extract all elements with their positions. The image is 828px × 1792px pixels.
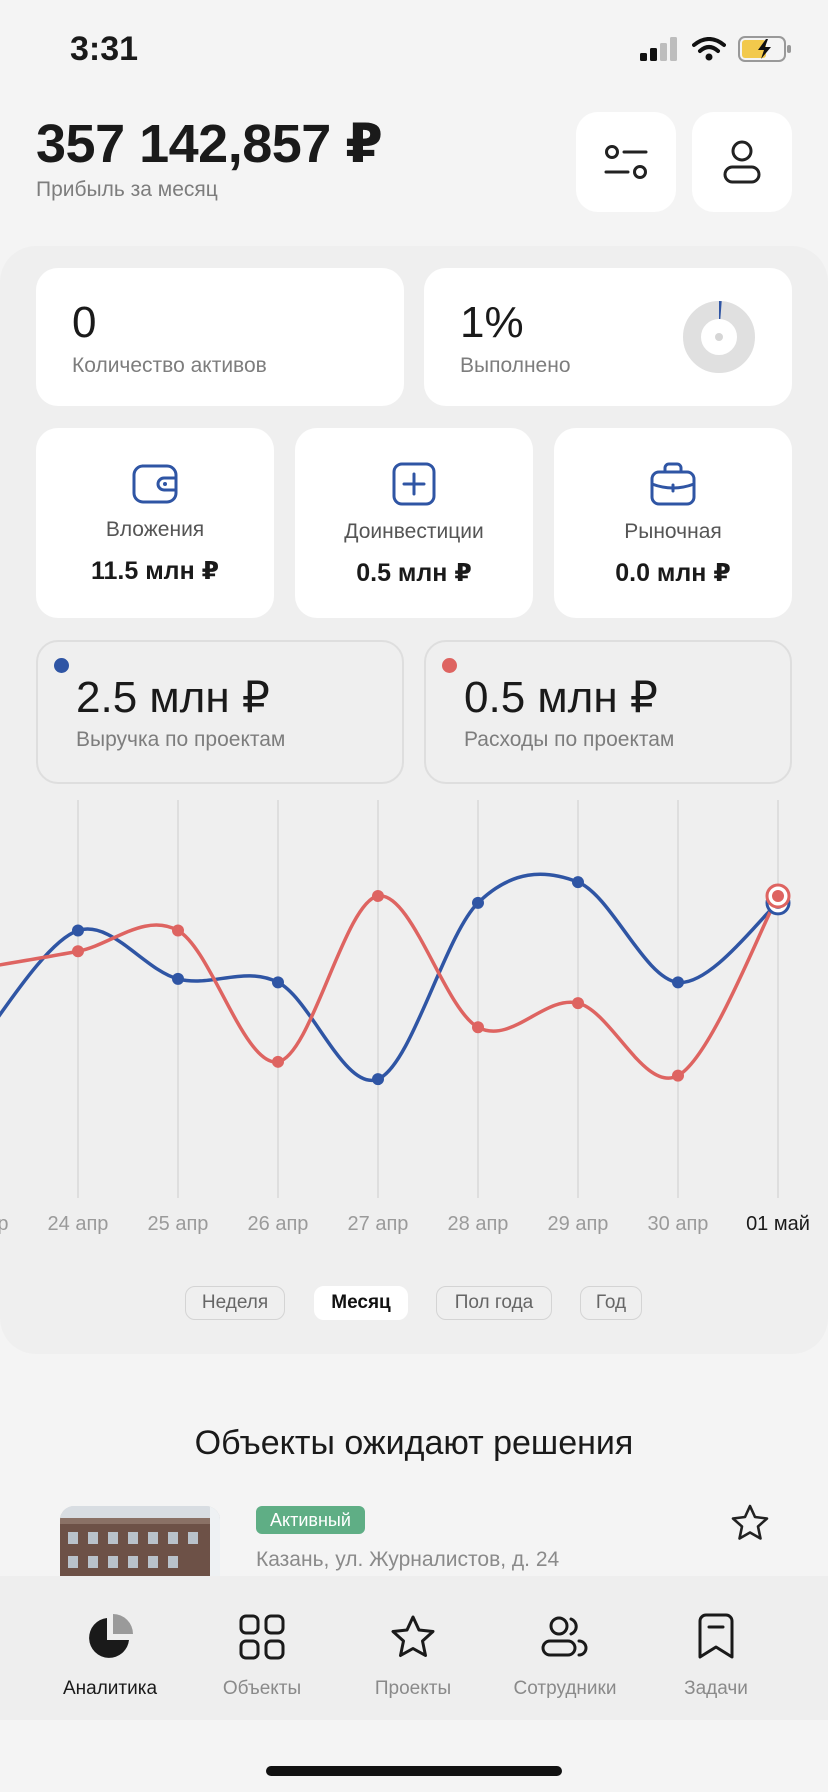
additional-investments-label: Доинвестиции bbox=[344, 520, 484, 543]
revenue-data-point[interactable] bbox=[72, 924, 84, 937]
plus-square-icon bbox=[392, 462, 436, 506]
completion-ring bbox=[683, 301, 755, 373]
revenue-series-line bbox=[0, 872, 780, 1083]
building-image bbox=[60, 1506, 220, 1576]
revenue-value: 2.5 млн ₽ bbox=[76, 673, 270, 722]
expenses-data-point[interactable] bbox=[372, 890, 384, 902]
star-icon bbox=[391, 1615, 435, 1657]
user-icon bbox=[723, 140, 761, 184]
expenses-card[interactable]: 0.5 млн ₽ Расходы по проектам bbox=[424, 640, 792, 784]
chart-x-tick-label[interactable]: 24 апр bbox=[48, 1213, 109, 1235]
chart-x-tick-label[interactable]: 25 апр bbox=[148, 1213, 209, 1235]
tab-bar: Аналитика Объекты Проекты bbox=[0, 1576, 828, 1720]
chart-x-tick-label[interactable]: 23 апр bbox=[0, 1213, 8, 1235]
favorite-star-icon[interactable] bbox=[730, 1504, 770, 1542]
investments-value: 11.5 млн ₽ bbox=[90, 557, 220, 585]
expenses-data-point[interactable] bbox=[272, 1055, 284, 1068]
expenses-data-point[interactable] bbox=[772, 890, 784, 902]
tab-employees[interactable]: Сотрудники bbox=[495, 1576, 635, 1720]
completion-label: Выполнено bbox=[460, 354, 571, 377]
period-year[interactable]: Год bbox=[580, 1286, 642, 1320]
signal-icon bbox=[640, 37, 677, 61]
object-photo[interactable] bbox=[60, 1506, 220, 1576]
investments-label: Вложения bbox=[105, 518, 205, 541]
period-half-year[interactable]: Пол года bbox=[436, 1286, 552, 1320]
market-value-tile[interactable]: Рыночная 0.0 млн ₽ bbox=[554, 428, 792, 618]
period-week[interactable]: Неделя bbox=[185, 1286, 285, 1320]
assets-count-value: 0 bbox=[72, 298, 97, 347]
chart-x-tick-label[interactable]: 27 апр bbox=[348, 1213, 409, 1235]
additional-investments-tile[interactable]: Доинвестиции 0.5 млн ₽ bbox=[295, 428, 533, 618]
revenue-card[interactable]: 2.5 млн ₽ Выручка по проектам bbox=[36, 640, 404, 784]
tab-employees-label: Сотрудники bbox=[513, 1678, 617, 1699]
expenses-value: 0.5 млн ₽ bbox=[464, 673, 658, 722]
expenses-data-point[interactable] bbox=[472, 1021, 484, 1034]
expenses-data-point[interactable] bbox=[72, 945, 84, 958]
status-icons bbox=[640, 36, 792, 62]
users-icon bbox=[541, 1616, 588, 1657]
market-value-label: Рыночная bbox=[624, 520, 722, 543]
revenue-data-point[interactable] bbox=[272, 976, 284, 989]
investments-tile[interactable]: Вложения 11.5 млн ₽ bbox=[36, 428, 274, 618]
pending-objects-title: Объекты ожидают решения bbox=[194, 1424, 634, 1462]
revenue-data-point[interactable] bbox=[372, 1073, 384, 1086]
tab-projects[interactable]: Проекты bbox=[343, 1576, 483, 1720]
tab-tasks[interactable]: Задачи bbox=[646, 1576, 786, 1720]
expenses-legend-dot bbox=[442, 658, 457, 673]
tab-analytics-label: Аналитика bbox=[62, 1678, 158, 1699]
filter-button[interactable] bbox=[576, 112, 676, 212]
completion-card: 1% Выполнено bbox=[424, 268, 792, 406]
status-badge: Активный bbox=[256, 1506, 365, 1534]
monthly-profit-amount: 357 142,857 ₽ bbox=[36, 114, 383, 174]
expenses-series-line bbox=[0, 894, 780, 1080]
wifi-icon bbox=[692, 37, 726, 61]
revenue-data-point[interactable] bbox=[672, 976, 684, 989]
revenue-data-point[interactable] bbox=[472, 896, 484, 909]
tab-objects[interactable]: Объекты bbox=[192, 1576, 332, 1720]
revenue-label: Выручка по проектам bbox=[76, 728, 286, 751]
additional-investments-value: 0.5 млн ₽ bbox=[356, 559, 472, 587]
expenses-data-point[interactable] bbox=[172, 924, 184, 937]
assets-count-card: 0 Количество активов bbox=[36, 268, 404, 406]
expenses-data-point[interactable] bbox=[672, 1069, 684, 1082]
status-time: 3:31 bbox=[70, 30, 139, 68]
filter-icon bbox=[604, 145, 648, 179]
tab-objects-label: Объекты bbox=[222, 1678, 302, 1699]
battery-icon bbox=[738, 36, 791, 62]
revenue-expenses-chart[interactable]: 23 апр 24 апр 25 апр 26 апр 27 апр 28 апр 29 а… bbox=[0, 790, 828, 1250]
tab-projects-label: Проекты bbox=[374, 1678, 452, 1699]
expenses-label: Расходы по проектам bbox=[464, 728, 675, 751]
pie-chart-icon bbox=[89, 1614, 133, 1658]
period-month[interactable]: Месяц bbox=[314, 1286, 408, 1320]
chart-x-tick-label[interactable]: 29 апр bbox=[548, 1213, 609, 1235]
revenue-data-point[interactable] bbox=[572, 876, 584, 889]
revenue-data-point[interactable] bbox=[172, 972, 184, 985]
briefcase-icon bbox=[650, 462, 696, 506]
chart-x-tick-label[interactable]: 30 апр bbox=[648, 1213, 709, 1235]
tab-analytics[interactable]: Аналитика bbox=[40, 1576, 180, 1720]
assets-count-label: Количество активов bbox=[72, 354, 267, 377]
profile-button[interactable] bbox=[692, 112, 792, 212]
completion-value: 1% bbox=[460, 298, 524, 347]
revenue-legend-dot bbox=[54, 658, 69, 673]
bookmark-icon bbox=[698, 1613, 734, 1659]
grid-icon bbox=[239, 1614, 285, 1660]
object-address: Казань, ул. Журналистов, д. 24 bbox=[256, 1548, 560, 1571]
chart-x-tick-label[interactable]: 28 апр bbox=[448, 1213, 509, 1235]
chart-x-tick-label[interactable]: 26 апр bbox=[248, 1213, 309, 1235]
monthly-profit-label: Прибыль за месяц bbox=[36, 178, 218, 201]
home-indicator bbox=[266, 1766, 562, 1776]
wallet-icon bbox=[132, 464, 178, 504]
market-value-value: 0.0 млн ₽ bbox=[615, 559, 731, 587]
expenses-data-point[interactable] bbox=[572, 997, 584, 1010]
chart-x-tick-label[interactable]: 01 май bbox=[746, 1213, 810, 1235]
tab-tasks-label: Задачи bbox=[684, 1678, 748, 1699]
